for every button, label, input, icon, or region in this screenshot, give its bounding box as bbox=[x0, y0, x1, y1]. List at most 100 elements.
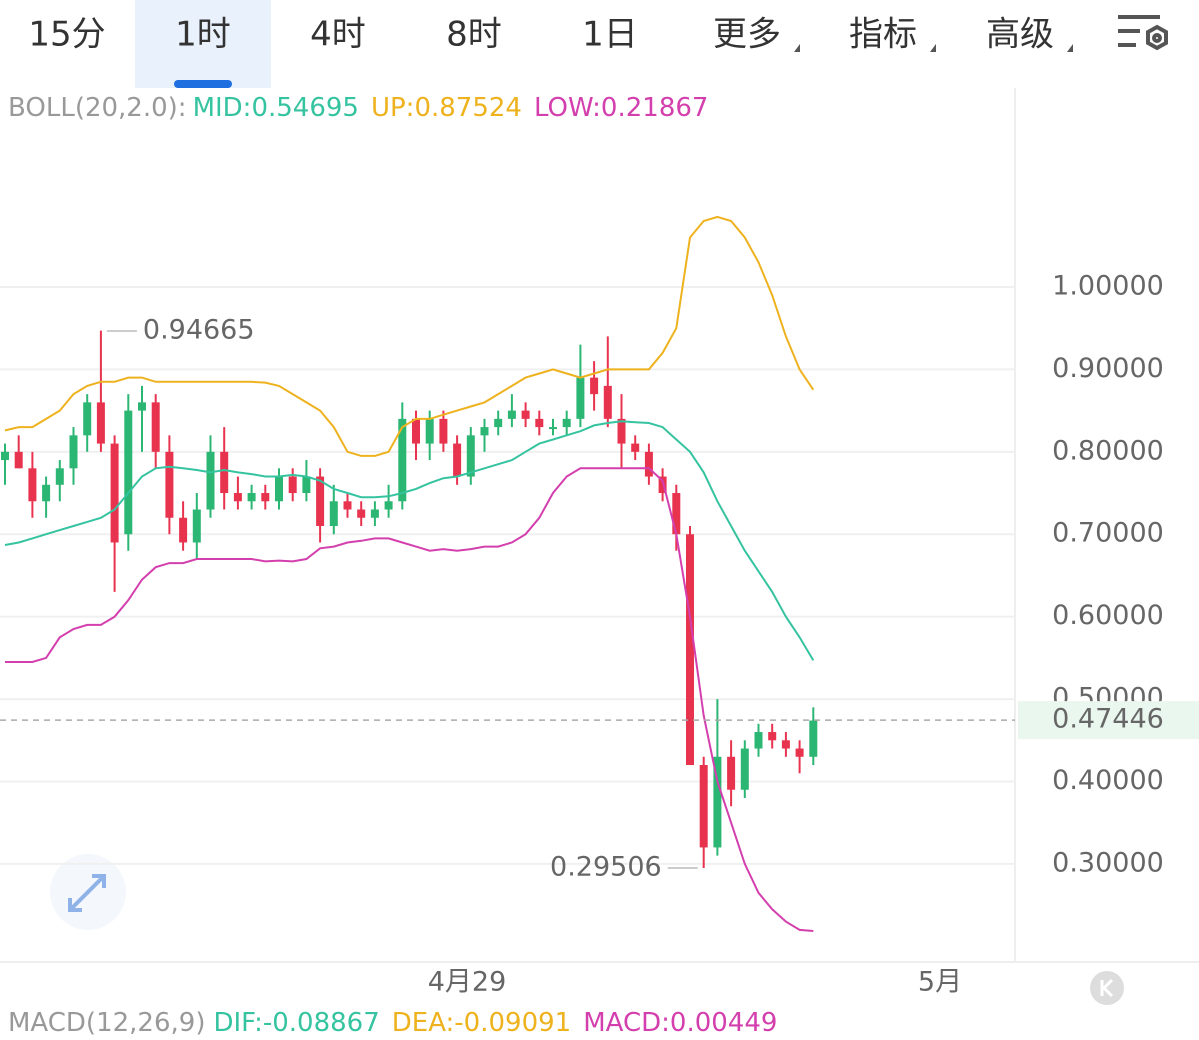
candle-body bbox=[302, 476, 311, 494]
candle-body bbox=[658, 476, 667, 494]
settings-icon[interactable] bbox=[1118, 15, 1168, 51]
candle-body bbox=[644, 451, 653, 477]
candle-body bbox=[138, 402, 146, 411]
candle-body bbox=[603, 385, 612, 419]
macd-value: MACD:0.00449 bbox=[583, 1008, 777, 1038]
active-tab-bar bbox=[174, 80, 232, 88]
candle-body bbox=[398, 418, 407, 502]
candle-body bbox=[466, 435, 475, 477]
candle-body bbox=[275, 476, 283, 502]
tab[interactable]: 更多 bbox=[713, 15, 781, 55]
candle-body bbox=[96, 402, 105, 444]
candle-body bbox=[590, 377, 599, 395]
last-price-box bbox=[1018, 701, 1199, 740]
candle-body bbox=[165, 451, 174, 518]
candle-body bbox=[69, 435, 78, 469]
macd-dif: DIF:-0.08867 bbox=[213, 1008, 379, 1038]
candle-body bbox=[727, 756, 736, 790]
candle-body bbox=[288, 476, 297, 494]
dropdown-arrow bbox=[794, 44, 800, 52]
candle-body bbox=[220, 451, 229, 494]
y-tick-label: 0.90000 bbox=[1052, 353, 1164, 384]
boll-line bbox=[4, 420, 815, 661]
candle-body bbox=[412, 418, 420, 444]
candle-body bbox=[206, 451, 215, 510]
macd-title: MACD(12,26,9) bbox=[8, 1008, 205, 1038]
candle-body bbox=[480, 427, 489, 436]
legend-low: LOW:0.21867 bbox=[534, 93, 708, 123]
tabs: 15分 1时 4时 8时 1日 更多 指标 高级 bbox=[28, 15, 1073, 55]
legend-up: UP:0.87524 bbox=[371, 93, 522, 123]
candle-body bbox=[699, 765, 708, 848]
candle-body bbox=[42, 484, 51, 502]
candle-body bbox=[453, 443, 462, 477]
tab[interactable]: 15分 bbox=[28, 15, 105, 55]
candle-body bbox=[343, 501, 352, 510]
candle-body bbox=[535, 418, 544, 428]
candle-body bbox=[740, 748, 749, 790]
y-tick-label: 1.00000 bbox=[1052, 270, 1164, 301]
indicator: BOLL(20,2.0): bbox=[8, 93, 187, 123]
candle-body bbox=[1, 451, 9, 461]
candle-body bbox=[631, 443, 640, 452]
candle-body bbox=[439, 418, 448, 444]
candle-body bbox=[329, 501, 338, 526]
annotation: 0.94665 bbox=[143, 314, 255, 345]
candle-body bbox=[576, 377, 585, 419]
candle-body bbox=[795, 748, 804, 757]
tab[interactable]: 1日 bbox=[582, 15, 638, 55]
candle-body bbox=[151, 402, 160, 452]
candle-body bbox=[686, 534, 694, 766]
annotation: 0.29506 bbox=[550, 851, 662, 882]
macd-dea: DEA:-0.09091 bbox=[392, 1008, 571, 1038]
candle-body bbox=[521, 410, 530, 419]
candle-body bbox=[261, 493, 270, 502]
candle-body bbox=[357, 509, 366, 518]
candle-body bbox=[179, 517, 188, 543]
x-tick-label: 4月29 bbox=[428, 967, 507, 998]
candle-body bbox=[83, 402, 92, 436]
last-price-label: 0.47446 bbox=[1052, 704, 1164, 735]
candle-body bbox=[14, 451, 23, 469]
candle-body bbox=[370, 509, 379, 518]
candle-body bbox=[617, 418, 626, 444]
tab[interactable]: 1时 bbox=[175, 15, 231, 55]
tab[interactable]: 4时 bbox=[310, 15, 366, 55]
candle-body bbox=[809, 720, 818, 757]
macd-legend: MACD(12,26,9) DIF:-0.08867 DEA:-0.09091 MAC… bbox=[8, 1008, 777, 1038]
boll-line bbox=[5, 467, 814, 932]
active-tab-bg bbox=[135, 0, 271, 88]
candle-body bbox=[562, 418, 571, 428]
boll-legend: BOLL(20,2.0): MID:0.54695 UP:0.87524 LOW:0.… bbox=[8, 93, 708, 123]
candle-body bbox=[192, 509, 201, 543]
tab[interactable]: 高级 bbox=[986, 15, 1054, 55]
tab[interactable]: 8时 bbox=[446, 15, 502, 55]
candle-body bbox=[549, 427, 557, 430]
candle-body bbox=[124, 410, 133, 535]
candle-body bbox=[754, 732, 763, 749]
candle-body bbox=[233, 493, 242, 502]
dropdown-arrow bbox=[930, 44, 936, 52]
y-tick-label: 0.30000 bbox=[1052, 847, 1164, 878]
candle-body bbox=[28, 468, 37, 502]
y-tick-label: 0.80000 bbox=[1052, 435, 1164, 466]
legend-mid: MID:0.54695 bbox=[193, 93, 359, 123]
boll-line bbox=[4, 215, 815, 457]
y-tick-label: 0.60000 bbox=[1052, 600, 1164, 631]
candle-body bbox=[713, 756, 722, 848]
dropdown-arrow bbox=[1067, 44, 1073, 52]
candle-body bbox=[55, 468, 64, 485]
x-tick-label: 5月 bbox=[918, 967, 962, 998]
candle-body bbox=[384, 501, 393, 510]
candle-body bbox=[507, 410, 516, 419]
y-tick-label: 0.40000 bbox=[1052, 765, 1164, 796]
candle-body bbox=[425, 418, 434, 444]
back-latest-button[interactable] bbox=[1090, 971, 1124, 1005]
candle-body bbox=[247, 493, 256, 502]
tab[interactable]: 指标 bbox=[849, 15, 917, 55]
candle-body bbox=[494, 418, 503, 428]
expand-button[interactable] bbox=[50, 854, 126, 930]
candle-body bbox=[781, 740, 790, 749]
candle-body bbox=[110, 443, 119, 543]
